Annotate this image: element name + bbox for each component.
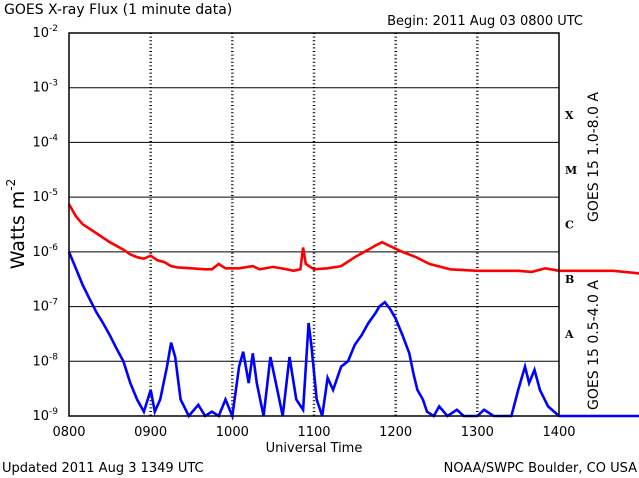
y-tick-base: 10 (32, 300, 49, 315)
y-tick-exponent: -5 (49, 188, 58, 198)
y-tick-exponent: -2 (49, 24, 58, 34)
x-tick-label: 0800 (52, 425, 85, 440)
y-tick-exponent: -8 (49, 352, 58, 362)
flare-class-label: A (564, 328, 574, 341)
y-tick-base: 10 (32, 190, 49, 205)
x-tick-label: 1000 (216, 425, 249, 440)
flare-class-label: M (565, 164, 577, 177)
series-layer (67, 203, 639, 421)
series-line-long-channel (67, 203, 639, 275)
y-tick-exponent: -9 (49, 407, 58, 417)
begin-label: Begin: 2011 Aug 03 0800 UTC (387, 14, 583, 29)
series-label-long-channel: GOES 15 1.0-8.0 A (586, 92, 602, 222)
y-tick-label: 10-9 (32, 407, 58, 424)
y-tick-exponent: -3 (49, 79, 58, 89)
x-tick-label: 0900 (134, 425, 167, 440)
series-label-short-channel: GOES 15 0.5-4.0 A (586, 280, 602, 410)
grid-layer (69, 33, 559, 416)
footer-updated: Updated 2011 Aug 3 1349 UTC (2, 461, 204, 476)
x-tick-label: 1300 (461, 425, 494, 440)
x-tick-label: 1400 (542, 425, 575, 440)
y-tick-base: 10 (32, 409, 49, 424)
x-tick-label: 1100 (297, 425, 330, 440)
y-tick-base: 10 (32, 26, 49, 41)
y-tick-base: 10 (32, 81, 49, 96)
y-axis-label-base: Watts m (7, 191, 29, 270)
flare-class-label: C (565, 219, 574, 232)
y-tick-exponent: -7 (49, 298, 58, 308)
y-tick-label: 10-4 (32, 133, 58, 150)
chart-title: GOES X-ray Flux (1 minute data) (4, 2, 232, 18)
y-axis-label-exponent: -2 (4, 179, 18, 191)
y-tick-label: 10-6 (32, 243, 58, 260)
flare-class-labels: A B C M X (564, 109, 577, 341)
y-tick-exponent: -4 (49, 133, 58, 143)
footer-credit: NOAA/SWPC Boulder, CO USA (444, 461, 637, 476)
y-tick-label: 10-8 (32, 352, 58, 369)
y-tick-label: 10-3 (32, 79, 58, 96)
plot-frame (68, 32, 560, 417)
y-tick-base: 10 (32, 354, 49, 369)
flare-class-label: X (565, 109, 574, 122)
y-tick-label: 10-5 (32, 188, 58, 205)
x-tick-labels: 0800 0900 1000 1100 1200 1300 1400 (52, 425, 575, 440)
y-tick-base: 10 (32, 135, 49, 150)
y-tick-exponent: -6 (49, 243, 58, 253)
y-tick-labels: 10-910-810-710-610-510-410-310-2 (32, 24, 58, 424)
flare-class-label: B (565, 273, 574, 286)
y-axis-label: Watts m-2 (4, 179, 29, 270)
y-tick-label: 10-2 (32, 24, 58, 41)
x-axis-label: Universal Time (266, 441, 363, 456)
series-line-short-channel (67, 251, 639, 421)
y-tick-label: 10-7 (32, 298, 58, 315)
y-tick-base: 10 (32, 245, 49, 260)
x-tick-label: 1200 (379, 425, 412, 440)
